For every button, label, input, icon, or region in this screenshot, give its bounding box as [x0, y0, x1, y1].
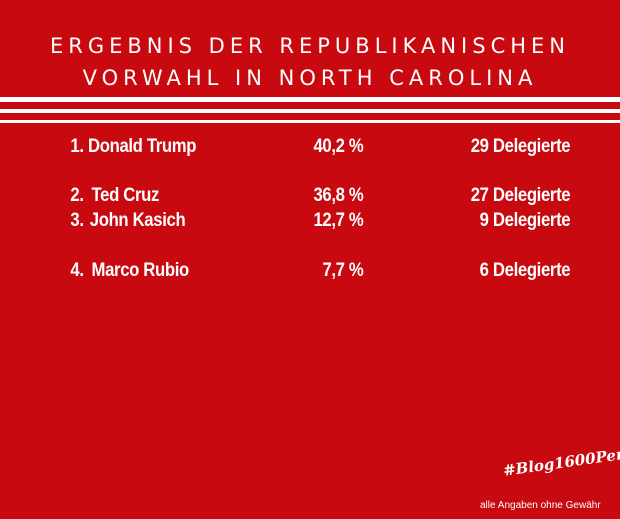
- hashtag-signature: #Blog1600Penn: [502, 443, 620, 480]
- vote-percent: 7,7 %: [322, 260, 364, 281]
- page-title: ERGEBNIS DER REPUBLIKANISCHEN VORWAHL IN…: [0, 30, 620, 94]
- candidate-name: Marco Rubio: [91, 260, 190, 281]
- delegate-count: 29 Delegierte: [470, 136, 571, 157]
- result-rank: 1.: [70, 136, 84, 157]
- result-rank: 3.: [70, 210, 84, 231]
- result-rank: 4.: [70, 260, 84, 281]
- title-line-1: ERGEBNIS DER REPUBLIKANISCHEN: [49, 34, 571, 58]
- candidate-name: Ted Cruz: [91, 185, 160, 206]
- divider-stripe: [0, 109, 620, 113]
- delegate-count: 27 Delegierte: [470, 185, 571, 206]
- candidate-name: Donald Trump: [88, 136, 197, 157]
- candidate-name: John Kasich: [89, 210, 186, 231]
- disclaimer-footnote: alle Angaben ohne Gewähr: [480, 500, 601, 511]
- vote-percent: 12,7 %: [313, 210, 364, 231]
- divider-stripe: [0, 97, 620, 102]
- delegate-count: 9 Delegierte: [479, 210, 571, 231]
- result-row: 4. Marco Rubio 7,7 % 6 Delegierte: [0, 260, 570, 286]
- result-row: 1. Donald Trump 40,2 % 29 Delegierte: [0, 136, 570, 162]
- vote-percent: 36,8 %: [313, 185, 364, 206]
- title-line-2: VORWAHL IN NORTH CAROLINA: [82, 66, 538, 90]
- result-row: 2. Ted Cruz 36,8 % 27 Delegierte: [0, 185, 570, 211]
- result-rank: 2.: [70, 185, 84, 206]
- vote-percent: 40,2 %: [313, 136, 364, 157]
- result-row: 3. John Kasich 12,7 % 9 Delegierte: [0, 210, 570, 236]
- delegate-count: 6 Delegierte: [479, 260, 571, 281]
- divider-stripe: [0, 120, 620, 123]
